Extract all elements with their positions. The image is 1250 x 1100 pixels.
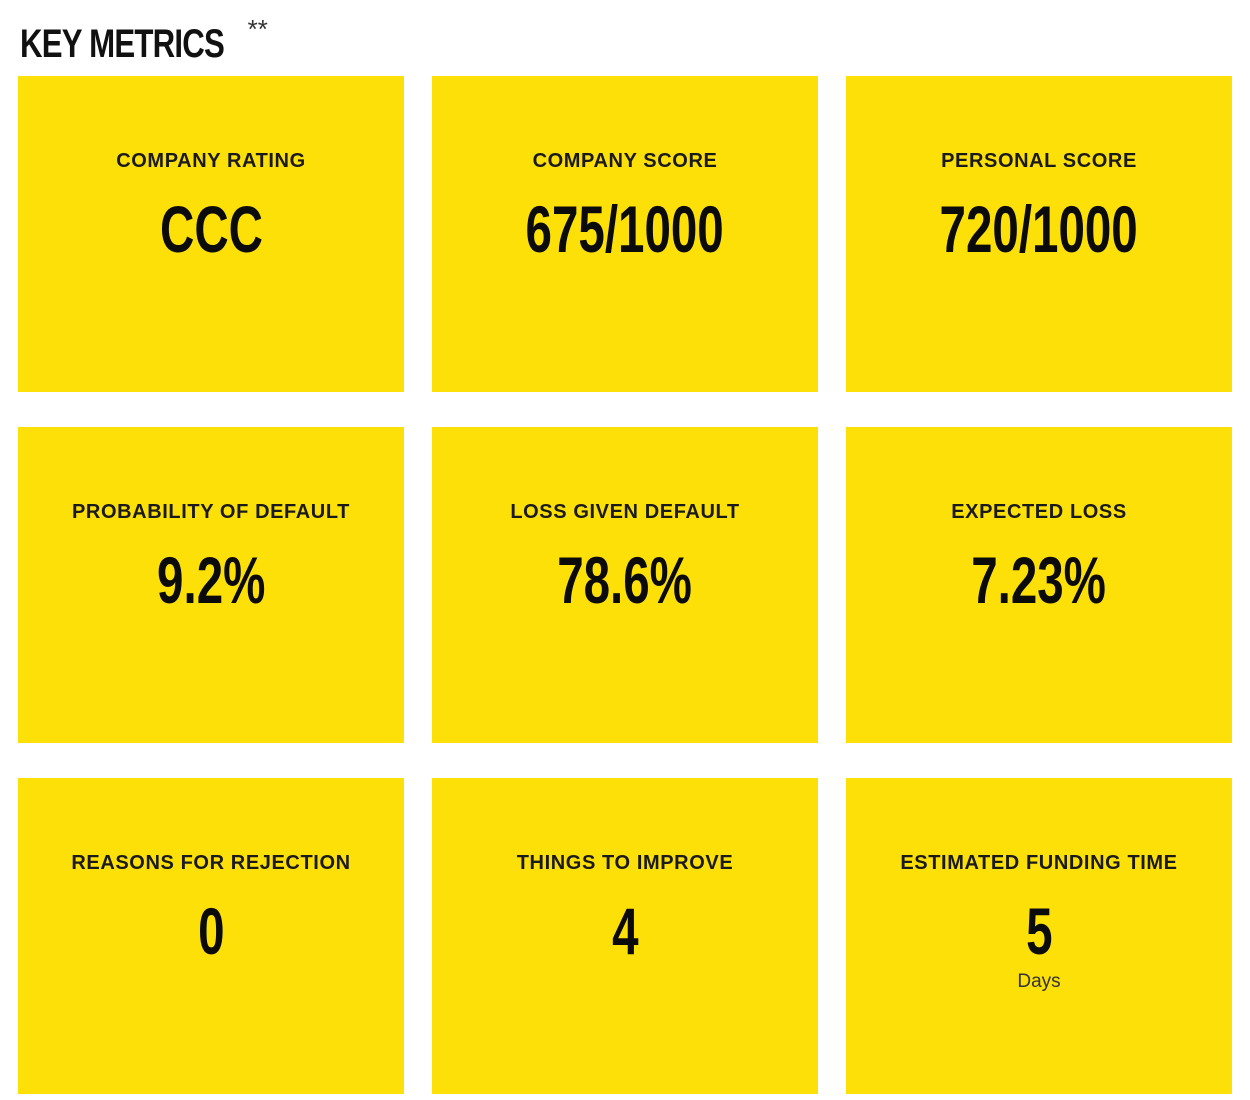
metric-value: 720/1000 bbox=[939, 192, 1139, 266]
metric-value: 78.6% bbox=[557, 543, 693, 617]
metric-card-loss-given-default: LOSS GIVEN DEFAULT 78.6% bbox=[432, 427, 818, 743]
metric-card-company-rating: COMPANY RATING CCC bbox=[18, 76, 404, 392]
metric-value: 675/1000 bbox=[525, 192, 725, 266]
metric-value: 9.2% bbox=[156, 543, 266, 617]
metric-label: LOSS GIVEN DEFAULT bbox=[510, 501, 740, 523]
metric-card-things-to-improve: THINGS TO IMPROVE 4 bbox=[432, 778, 818, 1094]
section-heading: KEY METRICS ** bbox=[20, 14, 268, 70]
metric-value: 5 bbox=[1025, 894, 1053, 968]
metric-label: THINGS TO IMPROVE bbox=[516, 852, 734, 874]
footnote-mark: ** bbox=[247, 14, 268, 44]
metric-card-reasons-for-rejection: REASONS FOR REJECTION 0 bbox=[18, 778, 404, 1094]
metric-value: CCC bbox=[159, 192, 263, 266]
metric-label: EXPECTED LOSS bbox=[951, 501, 1127, 523]
metrics-grid: COMPANY RATING CCC COMPANY SCORE 675/100… bbox=[18, 76, 1232, 1094]
metric-label: REASONS FOR REJECTION bbox=[71, 852, 351, 874]
metric-value: 7.23% bbox=[971, 543, 1107, 617]
metric-card-estimated-funding-time: ESTIMATED FUNDING TIME 5 Days bbox=[846, 778, 1232, 1094]
metric-label: COMPANY SCORE bbox=[532, 150, 718, 172]
metric-unit: Days bbox=[1017, 971, 1061, 992]
metric-value: 0 bbox=[197, 894, 225, 968]
metric-label: PROBABILITY OF DEFAULT bbox=[71, 501, 350, 523]
metric-label: PERSONAL SCORE bbox=[941, 150, 1137, 172]
metric-label: ESTIMATED FUNDING TIME bbox=[900, 852, 1178, 874]
metric-card-probability-of-default: PROBABILITY OF DEFAULT 9.2% bbox=[18, 427, 404, 743]
metric-label: COMPANY RATING bbox=[116, 150, 306, 172]
metric-card-expected-loss: EXPECTED LOSS 7.23% bbox=[846, 427, 1232, 743]
metric-value: 4 bbox=[611, 894, 639, 968]
metric-card-company-score: COMPANY SCORE 675/1000 bbox=[432, 76, 818, 392]
metric-card-personal-score: PERSONAL SCORE 720/1000 bbox=[846, 76, 1232, 392]
section-title: KEY METRICS bbox=[20, 22, 225, 66]
